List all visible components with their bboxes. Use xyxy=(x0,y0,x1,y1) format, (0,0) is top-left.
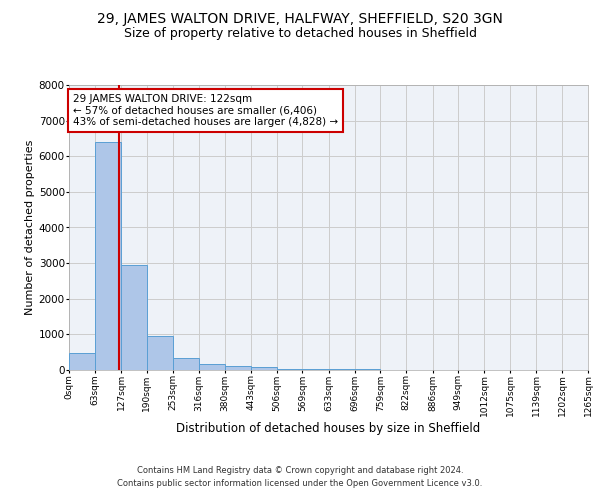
Text: 29, JAMES WALTON DRIVE, HALFWAY, SHEFFIELD, S20 3GN: 29, JAMES WALTON DRIVE, HALFWAY, SHEFFIE… xyxy=(97,12,503,26)
Bar xyxy=(121,265,147,370)
X-axis label: Distribution of detached houses by size in Sheffield: Distribution of detached houses by size … xyxy=(176,422,481,435)
Bar xyxy=(277,368,302,370)
Bar xyxy=(147,336,173,370)
Y-axis label: Number of detached properties: Number of detached properties xyxy=(25,140,35,315)
Bar xyxy=(199,364,225,370)
Bar xyxy=(173,358,199,370)
Bar xyxy=(225,366,251,370)
Bar xyxy=(251,368,277,370)
Text: 29 JAMES WALTON DRIVE: 122sqm
← 57% of detached houses are smaller (6,406)
43% o: 29 JAMES WALTON DRIVE: 122sqm ← 57% of d… xyxy=(73,94,338,127)
Bar xyxy=(302,369,329,370)
Text: Size of property relative to detached houses in Sheffield: Size of property relative to detached ho… xyxy=(124,28,476,40)
Bar xyxy=(69,352,95,370)
Text: Contains HM Land Registry data © Crown copyright and database right 2024.
Contai: Contains HM Land Registry data © Crown c… xyxy=(118,466,482,487)
Bar xyxy=(95,142,121,370)
